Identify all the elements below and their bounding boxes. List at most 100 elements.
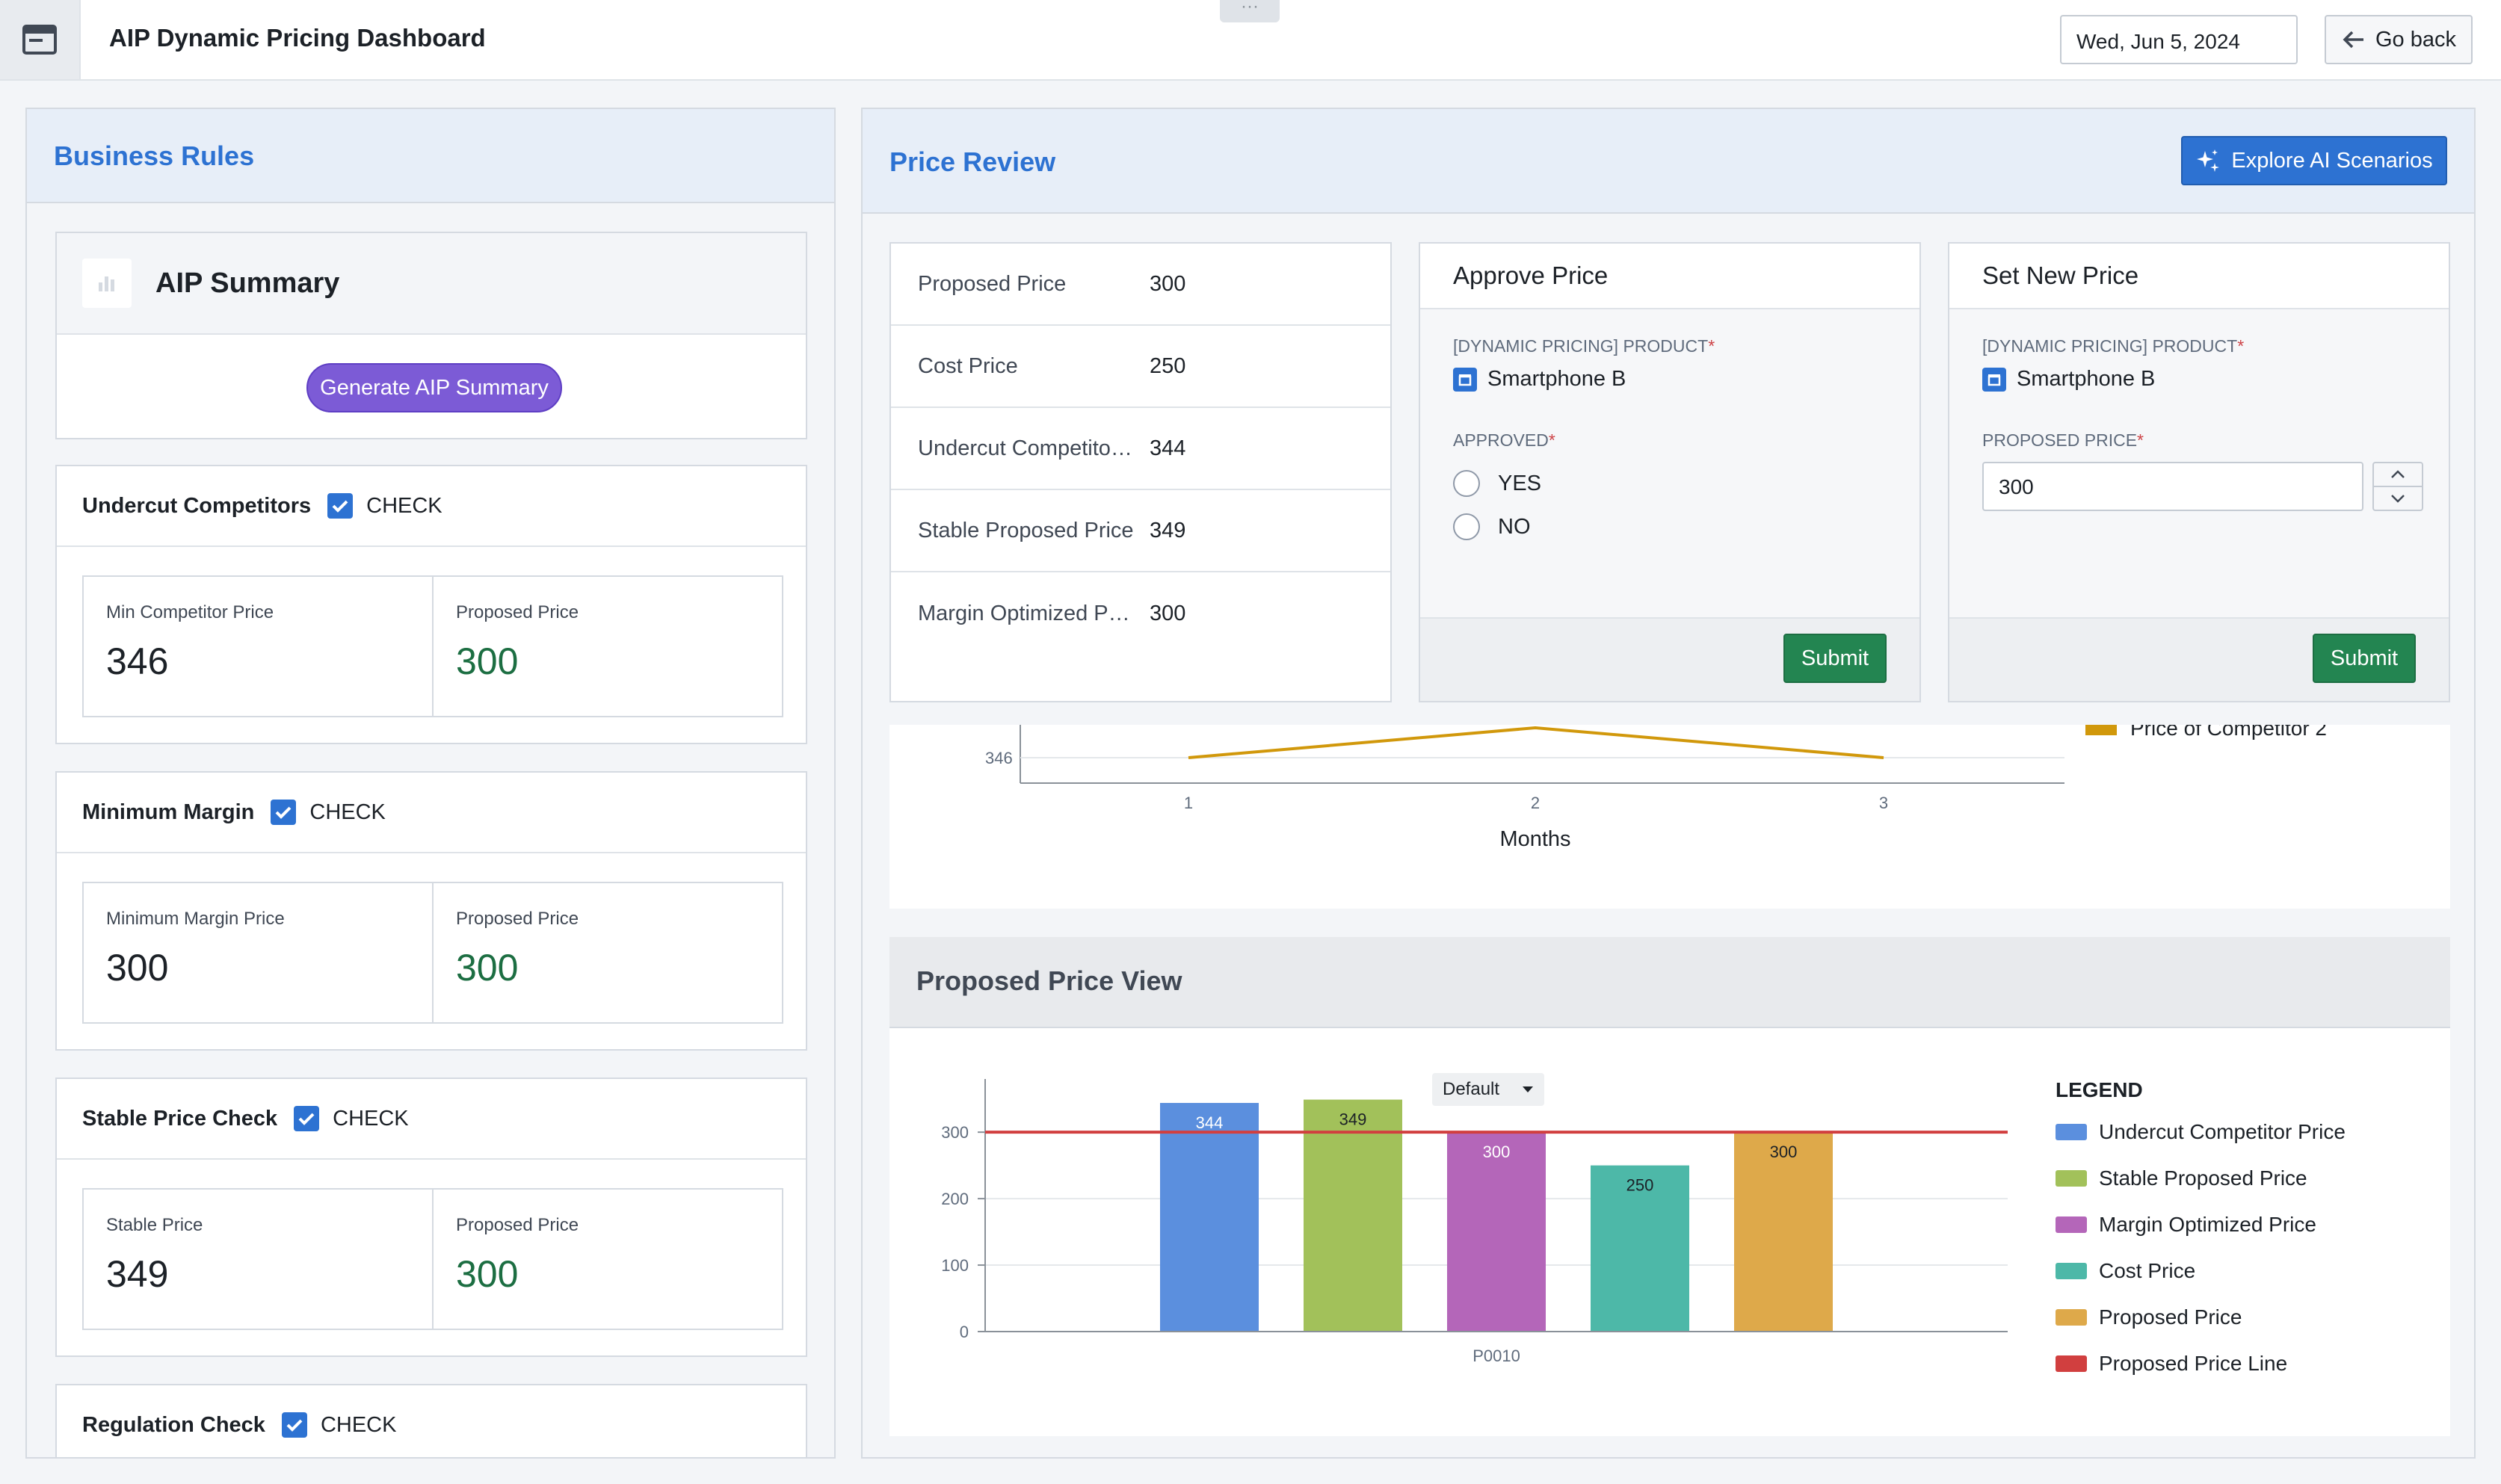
legend-label[interactable]: Proposed Price <box>2099 1305 2242 1329</box>
legend-label[interactable]: Margin Optimized Price <box>2099 1213 2316 1236</box>
price-label: Cost Price <box>918 353 1018 378</box>
metric-label: Stable Price <box>106 1215 203 1235</box>
product-value[interactable]: Smartphone B <box>1453 367 1887 392</box>
legend-swatch <box>2056 1263 2087 1279</box>
legend-title: LEGEND <box>2056 1078 2143 1101</box>
x-tick-label: 3 <box>1879 794 1888 812</box>
metric-value: 300 <box>106 947 169 989</box>
x-tick-label: 2 <box>1531 794 1540 812</box>
line-chart-svg: 346 1 2 3 Months Price of Competitor 2 <box>985 717 2327 851</box>
proposed-price-input[interactable]: 300 <box>1982 462 2363 511</box>
product-name: Smartphone B <box>2017 367 2156 391</box>
legend-dropdown-value: Default <box>1443 1079 1500 1099</box>
list-item: Cost Price 250 <box>891 326 1390 408</box>
business-rules-panel: Business Rules AIP Summary Generate AIP … <box>25 108 836 1459</box>
approve-submit-button[interactable]: Submit <box>1783 634 1887 683</box>
legend-label[interactable]: Stable Proposed Price <box>2099 1166 2307 1190</box>
price-summary-list: Proposed Price 300 Cost Price 250 Undercut… <box>889 242 1392 702</box>
metric-label: Proposed Price <box>456 1215 579 1235</box>
y-tick-label: 346 <box>985 749 1013 767</box>
legend-label[interactable]: Undercut Competitor Price <box>2099 1120 2346 1143</box>
checkbox-label: CHECK <box>366 493 442 518</box>
arrow-left-icon <box>2343 31 2363 49</box>
window-icon <box>22 25 57 55</box>
aip-summary-card: AIP Summary Generate AIP Summary <box>55 232 807 439</box>
data-label: 344 <box>1196 1113 1224 1132</box>
page-title: AIP Dynamic Pricing Dashboard <box>109 24 486 52</box>
chevron-down-icon[interactable] <box>2374 486 2422 510</box>
metric-value: 300 <box>456 947 519 989</box>
rule-card-undercut-competitors: Undercut Competitors CHECK Min Competito… <box>55 465 807 744</box>
metric-value: 346 <box>106 640 169 682</box>
legend-label: Price of Competitor 2 <box>2130 725 2327 740</box>
product-value[interactable]: Smartphone B <box>1982 367 2416 392</box>
chart-placeholder-icon <box>82 259 132 308</box>
drag-handle[interactable]: ··· <box>1220 0 1280 22</box>
radio-circle[interactable] <box>1453 470 1480 497</box>
data-label: 300 <box>1483 1143 1511 1161</box>
checkbox[interactable] <box>294 1106 320 1131</box>
data-label: 250 <box>1626 1176 1654 1195</box>
set-price-submit-button[interactable]: Submit <box>2313 634 2416 683</box>
metric-value: 300 <box>456 640 519 682</box>
app-icon[interactable] <box>0 0 81 79</box>
legend-dropdown[interactable]: Default <box>1432 1073 1544 1106</box>
x-axis-label: Months <box>1499 827 1570 851</box>
explore-label: Explore AI Scenarios <box>2231 148 2433 173</box>
price-field-label: PROPOSED PRICE <box>1982 430 2138 450</box>
metric-value: 300 <box>456 1253 519 1295</box>
set-new-price-title: Set New Price <box>1949 244 2449 309</box>
legend-swatch <box>2056 1124 2087 1140</box>
radio-circle[interactable] <box>1453 513 1480 540</box>
legend-label[interactable]: Cost Price <box>2099 1259 2195 1282</box>
bar-margin-optimized-price[interactable] <box>1447 1132 1546 1332</box>
y-tick-label: 100 <box>941 1256 969 1275</box>
proposed-price-view-title: Proposed Price View <box>889 937 2450 1028</box>
list-item: Margin Optimized Price 300 <box>891 572 1390 655</box>
bar-undercut-competitor-price[interactable] <box>1160 1103 1259 1332</box>
rule-card-minimum-margin: Minimum Margin CHECK Minimum Margin Pric… <box>55 771 807 1051</box>
price-value: 300 <box>1150 601 1186 625</box>
bar-stable-proposed-price[interactable] <box>1304 1099 1402 1332</box>
legend-label[interactable]: Proposed Price Line <box>2099 1352 2287 1375</box>
go-back-label: Go back <box>2375 27 2456 52</box>
rule-title: Regulation Check <box>82 1412 265 1437</box>
rule-title: Stable Price Check <box>82 1106 278 1131</box>
checkbox[interactable] <box>327 493 354 519</box>
bar-proposed-price[interactable] <box>1734 1132 1833 1332</box>
checkbox-label: CHECK <box>320 1412 397 1437</box>
set-new-price-form: Set New Price [DYNAMIC PRICING] PRODUCT*… <box>1948 242 2450 702</box>
approve-price-form: Approve Price [DYNAMIC PRICING] PRODUCT*… <box>1419 242 1921 702</box>
proposed-price-view-card: Proposed Price View 0 100 200 300 P0010 344… <box>889 937 2450 1436</box>
checkbox[interactable] <box>271 800 297 825</box>
store-icon <box>1982 367 2006 392</box>
date-input[interactable]: Wed, Jun 5, 2024 <box>2060 15 2298 64</box>
generate-aip-summary-button[interactable]: Generate AIP Summary <box>306 363 562 412</box>
series-line-competitor-2 <box>1188 726 1884 759</box>
competitor-line-chart: 346 1 2 3 Months Price of Competitor 2 <box>889 717 2450 909</box>
list-item: Stable Proposed Price 349 <box>891 490 1390 572</box>
price-stepper[interactable] <box>2372 462 2423 511</box>
metric-label: Proposed Price <box>456 602 579 622</box>
legend-swatch <box>2056 1355 2087 1372</box>
top-bar: AIP Dynamic Pricing Dashboard ··· Wed, J… <box>0 0 2501 81</box>
x-tick-label: P0010 <box>1472 1347 1520 1365</box>
data-label: 349 <box>1339 1110 1367 1129</box>
business-rules-title: Business Rules <box>27 109 834 203</box>
check-icon <box>332 500 348 513</box>
legend-swatch <box>2056 1309 2087 1326</box>
bar-cost-price[interactable] <box>1591 1165 1689 1332</box>
legend-swatch <box>2056 1216 2087 1233</box>
aip-summary-title: AIP Summary <box>155 267 340 299</box>
explore-ai-scenarios-button[interactable]: Explore AI Scenarios <box>2181 136 2447 185</box>
radio-no[interactable]: NO <box>1453 513 1887 540</box>
price-label: Margin Optimized Price <box>918 601 1144 625</box>
chevron-up-icon[interactable] <box>2374 463 2422 486</box>
checkbox[interactable] <box>281 1412 307 1438</box>
check-icon <box>298 1113 315 1125</box>
go-back-button[interactable]: Go back <box>2325 15 2473 64</box>
legend-swatch <box>2085 725 2117 735</box>
y-tick-label: 0 <box>960 1323 969 1341</box>
radio-yes[interactable]: YES <box>1453 470 1887 497</box>
radio-label: NO <box>1498 514 1531 539</box>
